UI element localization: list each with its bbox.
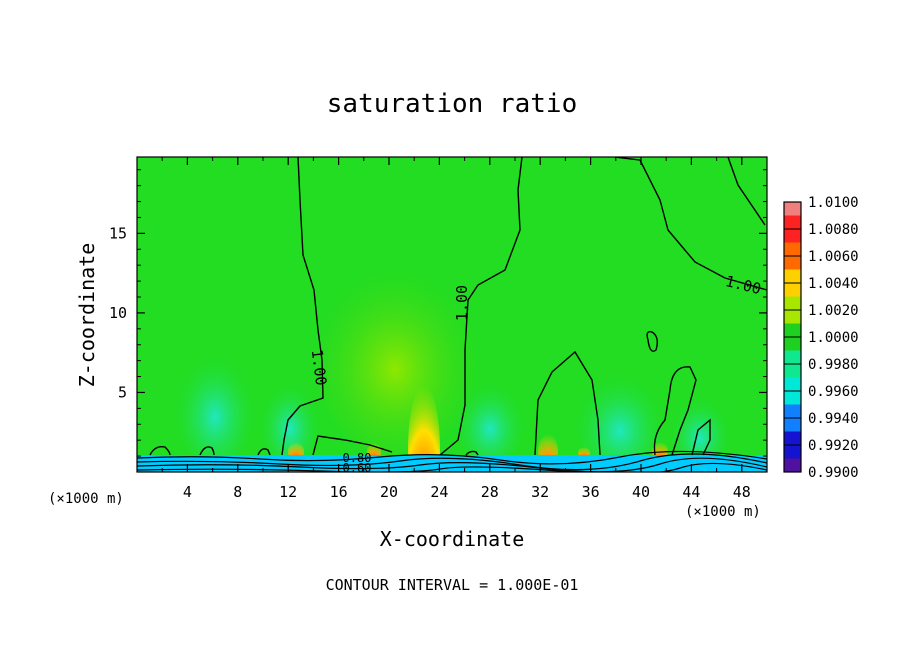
x-tick-label: 8 [233,483,242,501]
colorbar-label: 0.9920 [808,438,859,454]
x-tick-label: 20 [380,483,398,501]
contour-label: 0.80 [343,451,372,465]
colorbar-label: 0.9960 [808,384,859,400]
x-axis-label: X-coordinate [380,527,525,551]
colorbar-label: 1.0040 [808,276,859,292]
x-tick-label: 40 [632,483,650,501]
field-patch [575,365,665,472]
plot-frame [136,156,768,473]
contour-label: 1.00 [453,285,471,321]
colorbar-label: 1.0000 [808,330,859,346]
colorbar-label: 0.9940 [808,411,859,427]
colorbar-label: 0.9900 [808,465,859,481]
y-tick-label: 5 [118,383,127,401]
x-tick-label: 4 [183,483,192,501]
colorbar-swatch [784,202,801,216]
y-tick-label: 10 [109,304,127,322]
field-patch [175,345,255,465]
colorbar-swatch [784,458,801,472]
field-patch [670,390,730,470]
x-tick-label: 16 [330,483,348,501]
colorbar-label: 1.0020 [808,303,859,319]
colorbar: 1.0100 1.0080 1.0060 1.0040 1.0020 1.0000 0.99… [783,195,859,481]
colorbar-label: 1.0100 [808,195,859,211]
y-axis-label: Z-coordinate [75,243,99,388]
field-patch [455,375,525,465]
field-patch [260,375,320,465]
x-tick-label: 32 [531,483,549,501]
y-axis-ticks: 5 10 15 [109,169,767,457]
x-tick-label: 28 [481,483,499,501]
x-unit-label-right: (×1000 m) [685,504,761,520]
contour-lines [149,157,767,456]
y-tick-label: 15 [109,224,127,242]
x-axis-ticks: 4 8 12 16 20 24 28 32 36 40 44 48 [161,157,751,501]
contour-label: 1.00 [308,348,330,386]
plot-area [137,157,767,472]
chart-title: saturation ratio [327,89,577,119]
x-tick-label: 48 [733,483,751,501]
x-tick-label: 24 [430,483,448,501]
colorbar-label: 1.0080 [808,222,859,238]
colorbar-label: 0.9980 [808,357,859,373]
surface-contours [137,450,767,472]
x-unit-label-left: (×1000 m) [48,491,124,507]
colorbar-label: 1.0060 [808,249,859,265]
x-tick-label: 12 [279,483,297,501]
contour-label: 0.60 [343,461,372,475]
x-tick-label: 44 [682,483,700,501]
contour-interval-note: CONTOUR INTERVAL = 1.000E-01 [326,576,579,594]
x-tick-label: 36 [582,483,600,501]
plume-core [408,385,440,472]
field-patch [315,265,475,455]
